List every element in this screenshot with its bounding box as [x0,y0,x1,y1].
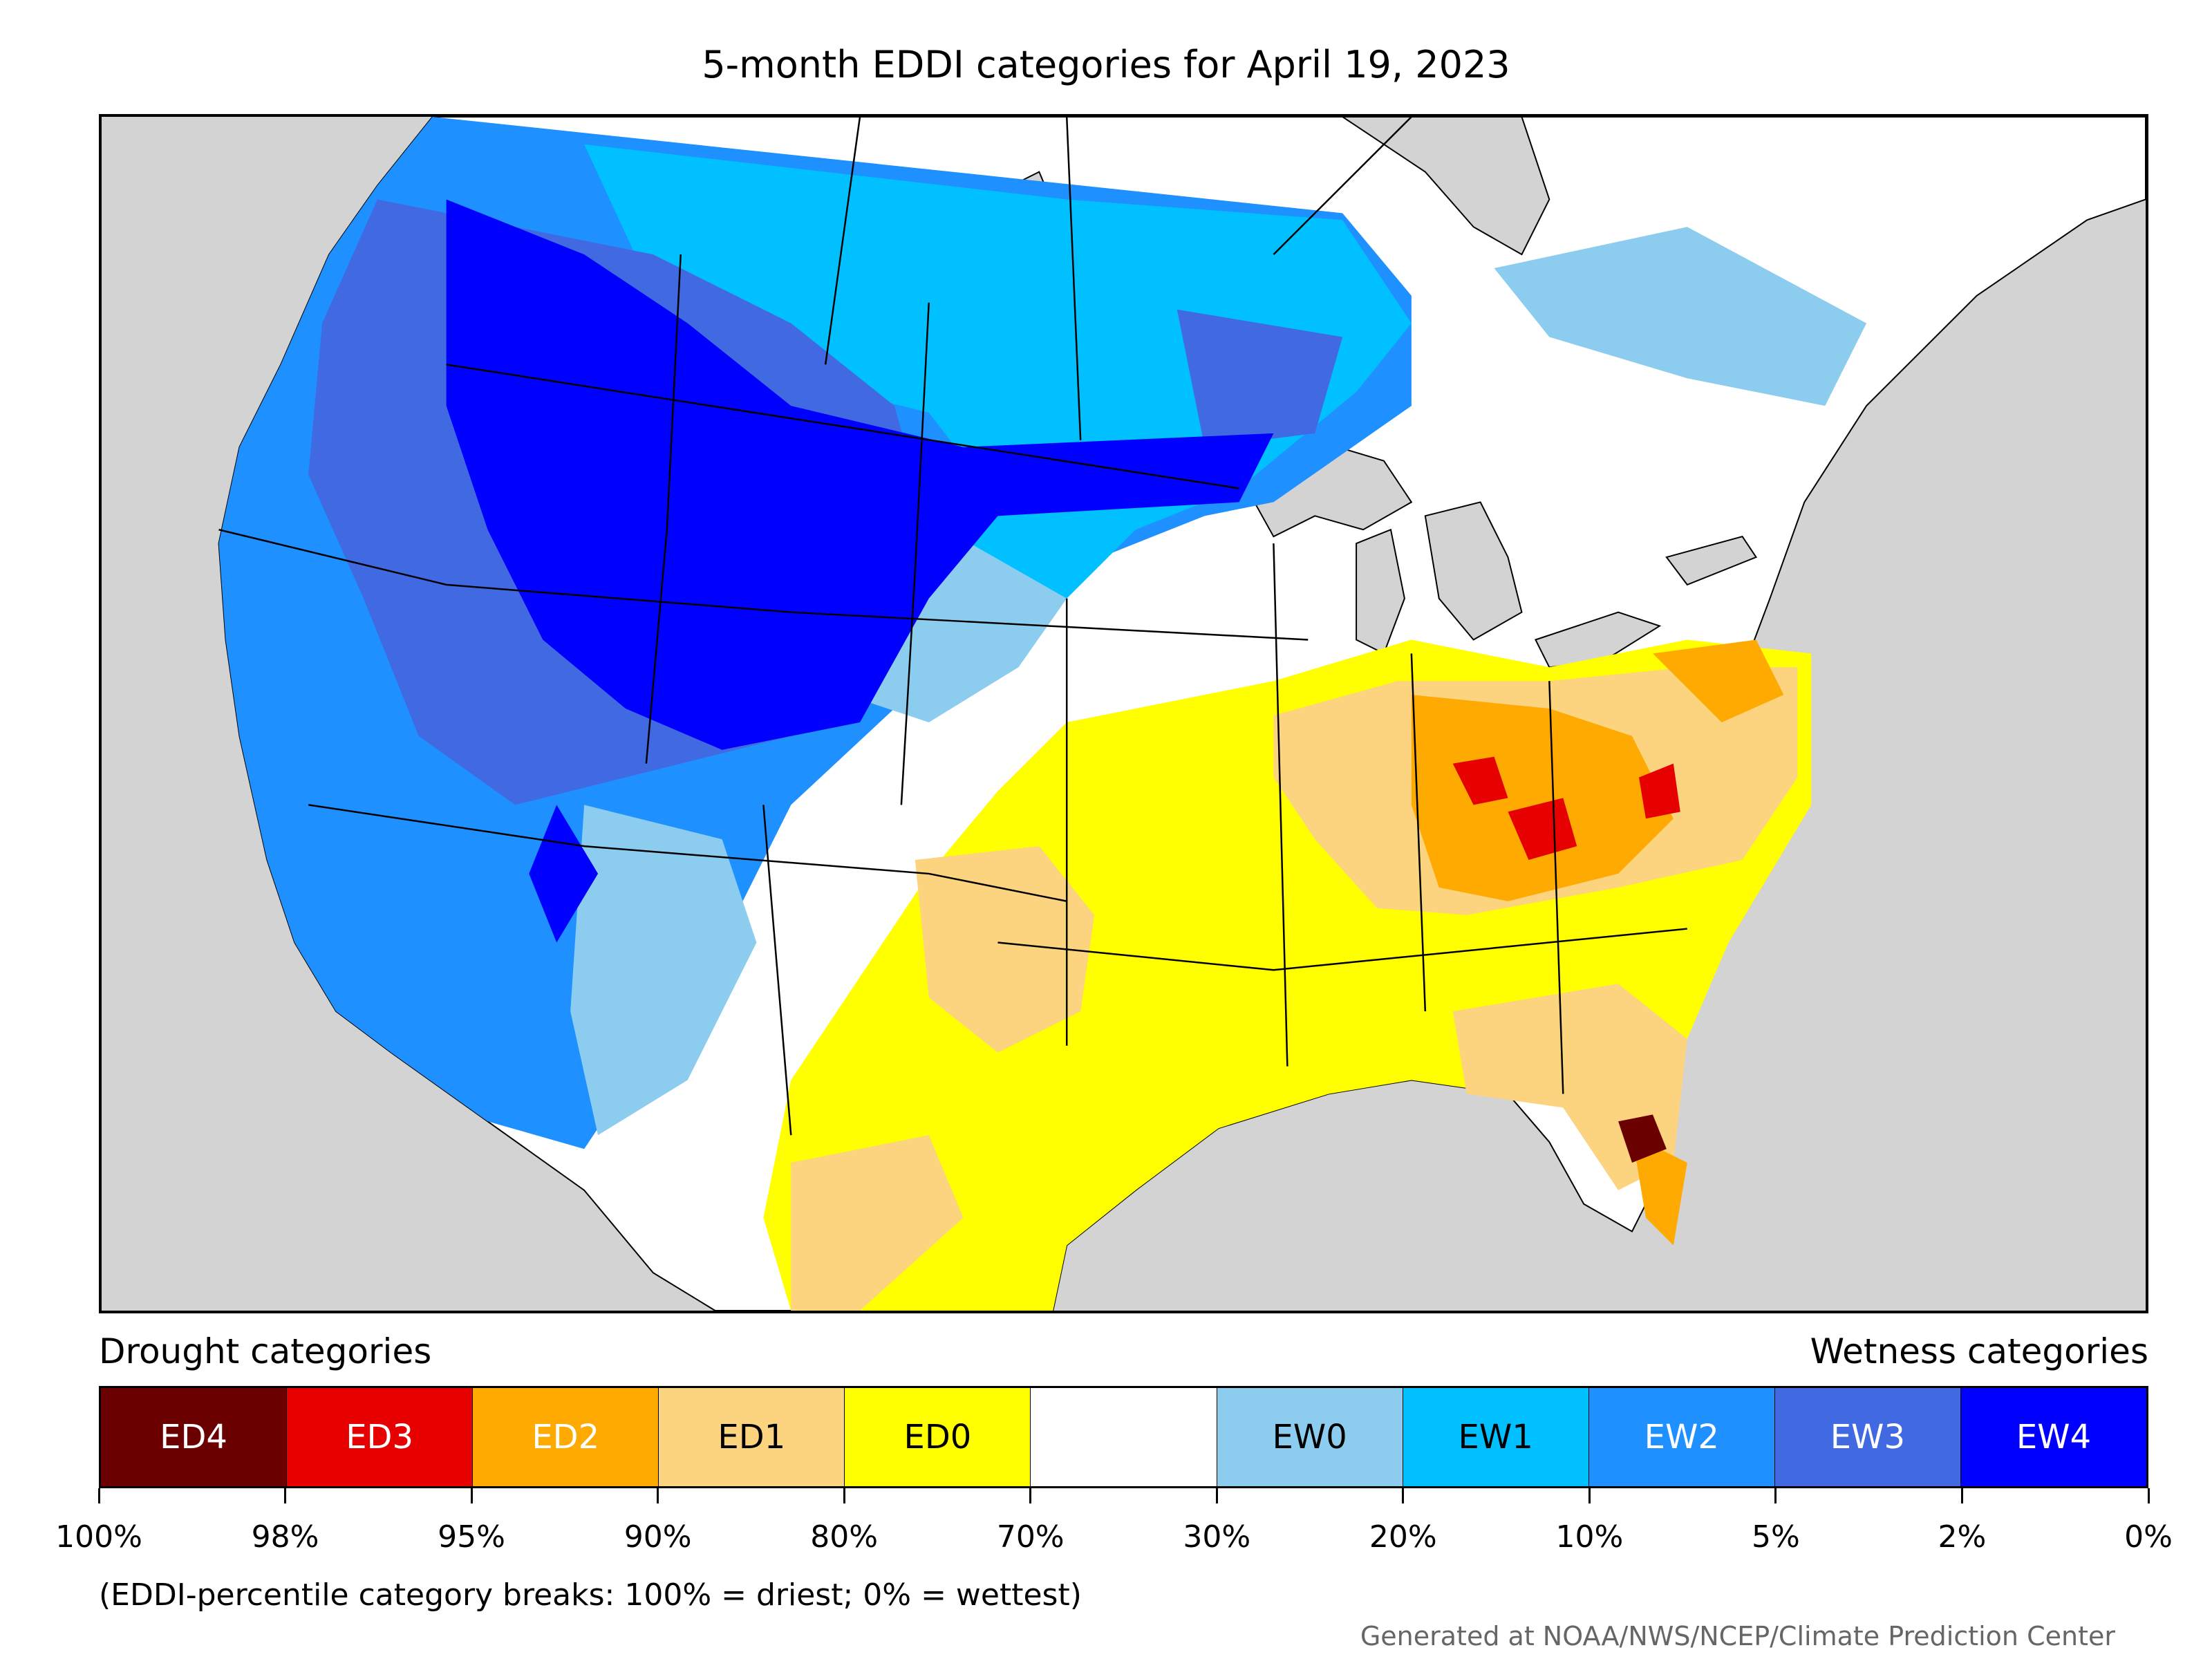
tick-mark [284,1488,287,1503]
ew1-region [584,144,1412,640]
tick-mark [1402,1488,1405,1503]
tick-label: 100% [55,1519,142,1555]
tick-mark [97,1488,100,1503]
tick-mark [657,1488,659,1503]
tick-label: 80% [810,1519,879,1555]
category-ew1: EW1 [1403,1388,1589,1486]
tick-label: 20% [1369,1519,1437,1555]
category-ew2: EW2 [1588,1388,1775,1486]
map-panel [99,114,2148,1313]
category-ed3: ED3 [287,1388,474,1486]
tick-label: 10% [1555,1519,1624,1555]
tick-mark [1960,1488,1963,1503]
tick-label: 0% [2124,1519,2173,1555]
tick-label: 98% [251,1519,319,1555]
category-ed1: ED1 [659,1388,845,1486]
wetness-categories-heading: Wetness categories [1810,1331,2148,1371]
tick-label: 70% [996,1519,1065,1555]
tick-mark [470,1488,473,1503]
tick-mark [2147,1488,2150,1503]
tick-mark [1774,1488,1777,1503]
ew0-region [570,227,1867,1136]
tick-mark [1215,1488,1218,1503]
category-ed0: ED0 [845,1388,1031,1486]
credit-text: Generated at NOAA/NWS/NCEP/Climate Predi… [1360,1621,2115,1651]
tick-label: 5% [1752,1519,1800,1555]
category-colorbar: ED4 ED3 ED2 ED1 ED0 EW0 EW1 EW2 EW3 EW4 [99,1386,2148,1488]
tick-mark [843,1488,845,1503]
colorbar-ticks: 100% 98% 95% 90% 80% 70% 30% 20% 10% 5% 2% 0% [55,1488,2173,1555]
tick-label: 2% [1938,1519,1987,1555]
category-neutral [1031,1388,1217,1486]
map-title: 5-month EDDI categories for April 19, 20… [702,43,1510,86]
category-ew3: EW3 [1774,1388,1961,1486]
great-lakes [1238,439,1758,668]
tick-label: 95% [438,1519,505,1555]
category-ew4: EW4 [1960,1388,2147,1486]
tick-mark [1029,1488,1032,1503]
ew4-region [446,199,1274,943]
category-ed4: ED4 [101,1388,288,1486]
ed3-region [1452,756,1680,861]
category-ed2: ED2 [473,1388,659,1486]
tick-label: 90% [624,1519,692,1555]
eddi-map [218,117,2146,1311]
hudson-bay [1341,117,1550,256]
state-boundaries [218,117,1687,1136]
tick-mark [1588,1488,1591,1503]
drought-categories-heading: Drought categories [99,1331,432,1371]
category-ew0: EW0 [1217,1388,1403,1486]
category-breaks-note: (EDDI-percentile category breaks: 100% =… [99,1577,1082,1613]
tick-label: 30% [1183,1519,1251,1555]
ed4-region [1618,1114,1667,1163]
